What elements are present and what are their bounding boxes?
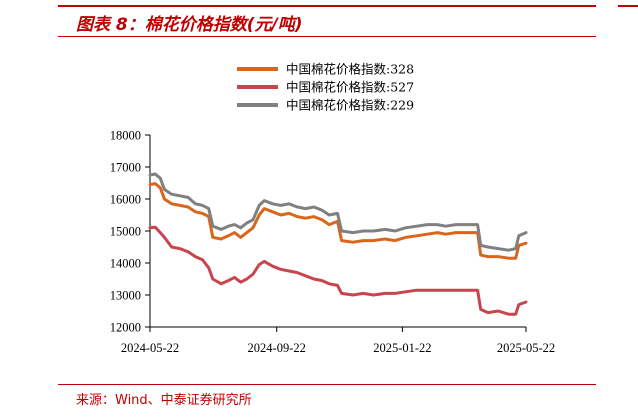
y-tick-label: 16000 xyxy=(110,193,141,207)
y-tick-label: 17000 xyxy=(110,161,141,175)
legend: 中国棉花价格指数:328 中国棉花价格指数:527 中国棉花价格指数:229 xyxy=(237,62,414,113)
y-tick-label: 18000 xyxy=(110,129,141,143)
y-axis: 12000 13000 14000 15000 16000 17000 18000 xyxy=(110,129,151,335)
top-rule xyxy=(58,5,596,7)
legend-label: 中国棉花价格指数:328 xyxy=(286,62,414,77)
x-tick-label: 2025-05-22 xyxy=(497,341,555,355)
y-tick-label: 15000 xyxy=(110,225,141,239)
x-tick-label: 2025-01-22 xyxy=(373,341,431,355)
legend-label: 中国棉花价格指数:229 xyxy=(286,98,414,113)
y-tick-label: 13000 xyxy=(110,289,141,303)
adjacent-panel-rule xyxy=(618,5,638,7)
x-tick-label: 2024-09-22 xyxy=(248,341,306,355)
chart-title: 图表 8：棉花价格指数(元/吨) xyxy=(76,15,303,35)
x-axis: 2024-05-22 2024-09-22 2025-01-22 2025-05-22 xyxy=(121,326,555,355)
y-tick-label: 14000 xyxy=(110,257,141,271)
series-line xyxy=(148,172,528,252)
bottom-rule xyxy=(58,384,596,385)
source-note: 来源：Wind、中泰证券研究所 xyxy=(76,393,252,408)
series-line xyxy=(148,182,528,260)
x-tick-label: 2024-05-22 xyxy=(121,341,179,355)
series-line xyxy=(148,225,528,316)
series-group xyxy=(148,172,528,316)
title-rule xyxy=(58,36,596,37)
y-tick-label: 12000 xyxy=(110,321,141,335)
legend-label: 中国棉花价格指数:527 xyxy=(286,80,414,95)
